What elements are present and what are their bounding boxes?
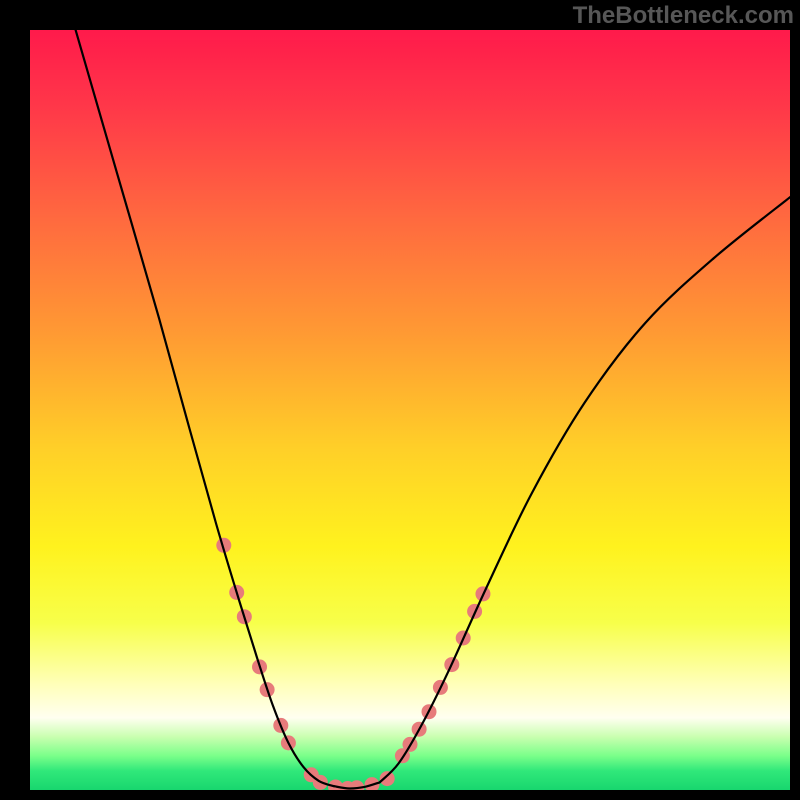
markers-group — [216, 538, 490, 790]
data-marker — [380, 771, 395, 786]
chart-svg — [30, 30, 790, 790]
stage: TheBottleneck.com — [0, 0, 800, 800]
plot-area — [30, 30, 790, 790]
left-curve — [76, 30, 334, 786]
watermark-text: TheBottleneck.com — [573, 2, 794, 30]
